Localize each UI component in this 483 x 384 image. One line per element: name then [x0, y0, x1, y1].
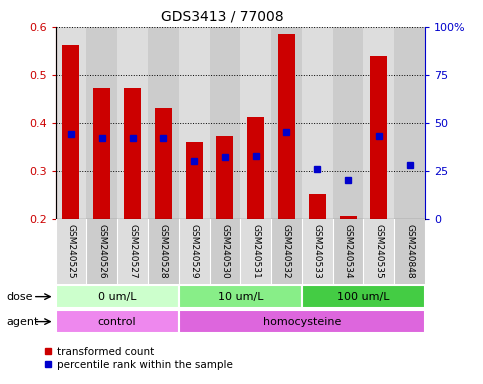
Bar	[56, 27, 86, 219]
Text: GSM240532: GSM240532	[282, 224, 291, 279]
Bar	[56, 219, 86, 284]
Bar	[62, 45, 79, 219]
Text: 10 um/L: 10 um/L	[217, 291, 263, 302]
Text: agent: agent	[6, 316, 39, 327]
Text: GSM240528: GSM240528	[159, 224, 168, 279]
Bar	[394, 219, 425, 284]
Bar	[179, 27, 210, 219]
Text: GSM240533: GSM240533	[313, 224, 322, 279]
Bar	[210, 219, 240, 284]
Text: GSM240529: GSM240529	[190, 224, 199, 279]
FancyBboxPatch shape	[179, 310, 425, 333]
Bar	[302, 219, 333, 284]
Bar	[240, 219, 271, 284]
FancyBboxPatch shape	[179, 285, 302, 308]
Bar	[370, 56, 387, 219]
Bar	[271, 219, 302, 284]
Bar	[333, 27, 364, 219]
Bar	[278, 34, 295, 219]
Text: GSM240530: GSM240530	[220, 224, 229, 279]
Bar	[117, 219, 148, 284]
Bar	[148, 219, 179, 284]
Text: GDS3413 / 77008: GDS3413 / 77008	[161, 10, 284, 23]
Bar	[340, 217, 356, 219]
Bar	[302, 27, 333, 219]
Bar	[271, 27, 302, 219]
Legend: transformed count, percentile rank within the sample: transformed count, percentile rank withi…	[44, 347, 233, 370]
Text: homocysteine: homocysteine	[263, 316, 341, 327]
Bar	[155, 108, 172, 219]
Text: 100 um/L: 100 um/L	[337, 291, 390, 302]
Bar	[210, 27, 240, 219]
Text: GSM240525: GSM240525	[67, 224, 75, 279]
FancyBboxPatch shape	[302, 285, 425, 308]
Bar	[185, 142, 202, 219]
FancyBboxPatch shape	[56, 285, 179, 308]
Text: control: control	[98, 316, 136, 327]
Bar	[117, 27, 148, 219]
Bar	[333, 219, 364, 284]
Text: GSM240535: GSM240535	[374, 224, 384, 279]
Text: GSM240848: GSM240848	[405, 224, 414, 279]
Bar	[179, 219, 210, 284]
Bar	[364, 27, 394, 219]
Bar	[148, 27, 179, 219]
Text: GSM240531: GSM240531	[251, 224, 260, 279]
Bar	[124, 88, 141, 219]
FancyBboxPatch shape	[56, 310, 179, 333]
Bar	[364, 219, 394, 284]
Bar	[309, 194, 326, 219]
Text: GSM240534: GSM240534	[343, 224, 353, 279]
Text: 0 um/L: 0 um/L	[98, 291, 136, 302]
Bar	[394, 27, 425, 219]
Text: GSM240526: GSM240526	[97, 224, 106, 279]
Bar	[86, 27, 117, 219]
Bar	[247, 117, 264, 219]
Bar	[93, 88, 110, 219]
Bar	[240, 27, 271, 219]
Bar	[216, 136, 233, 219]
Text: GSM240527: GSM240527	[128, 224, 137, 279]
Bar	[86, 219, 117, 284]
Text: dose: dose	[6, 291, 33, 302]
